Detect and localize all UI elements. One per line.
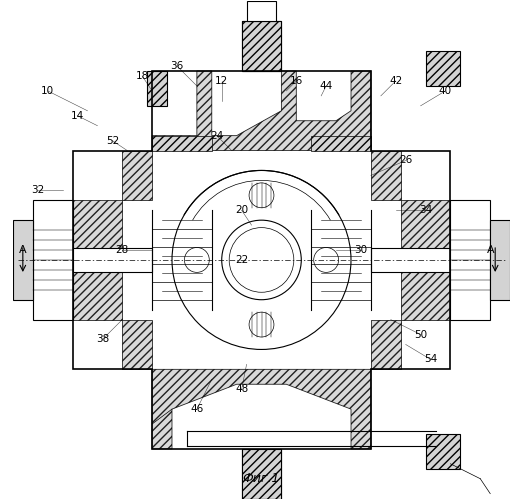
Polygon shape [33, 200, 73, 320]
Text: 10: 10 [41, 86, 54, 96]
Polygon shape [73, 150, 152, 370]
Text: 18: 18 [135, 71, 149, 81]
Text: 48: 48 [235, 384, 248, 394]
Polygon shape [426, 434, 460, 469]
Polygon shape [242, 449, 281, 498]
Text: A: A [19, 245, 27, 255]
Text: 24: 24 [210, 130, 223, 140]
Polygon shape [242, 22, 281, 71]
Text: 34: 34 [419, 205, 432, 215]
Text: 38: 38 [96, 334, 109, 344]
Circle shape [185, 248, 209, 272]
Text: 52: 52 [106, 136, 119, 145]
Polygon shape [242, 22, 281, 71]
Text: 20: 20 [235, 205, 248, 215]
Text: 28: 28 [116, 245, 129, 255]
Text: 22: 22 [235, 255, 248, 265]
Text: A: A [486, 245, 494, 255]
Text: 42: 42 [389, 76, 402, 86]
Polygon shape [371, 150, 450, 370]
Circle shape [314, 248, 338, 272]
Polygon shape [13, 220, 33, 300]
Text: 36: 36 [170, 61, 184, 71]
Text: 12: 12 [215, 76, 229, 86]
Polygon shape [152, 370, 371, 449]
Polygon shape [147, 71, 167, 106]
Polygon shape [152, 136, 212, 150]
Text: 46: 46 [190, 404, 203, 414]
Polygon shape [426, 51, 460, 86]
Polygon shape [371, 248, 510, 272]
Polygon shape [246, 2, 277, 21]
Text: 30: 30 [355, 245, 368, 255]
Polygon shape [490, 220, 510, 300]
Text: 44: 44 [320, 81, 333, 91]
Text: Фиг.1: Фиг.1 [243, 472, 280, 485]
Text: 26: 26 [399, 156, 412, 166]
Text: 40: 40 [439, 86, 452, 96]
Text: 16: 16 [290, 76, 303, 86]
Text: 14: 14 [71, 111, 84, 120]
Circle shape [222, 220, 301, 300]
Text: 50: 50 [414, 330, 427, 340]
Polygon shape [311, 136, 371, 150]
Polygon shape [450, 200, 490, 320]
Polygon shape [246, 498, 277, 500]
Polygon shape [152, 71, 371, 150]
Polygon shape [242, 449, 281, 498]
Circle shape [249, 183, 274, 208]
Text: 32: 32 [31, 186, 44, 196]
Circle shape [172, 170, 351, 350]
Text: 54: 54 [424, 354, 437, 364]
Polygon shape [13, 248, 152, 272]
Circle shape [249, 312, 274, 337]
